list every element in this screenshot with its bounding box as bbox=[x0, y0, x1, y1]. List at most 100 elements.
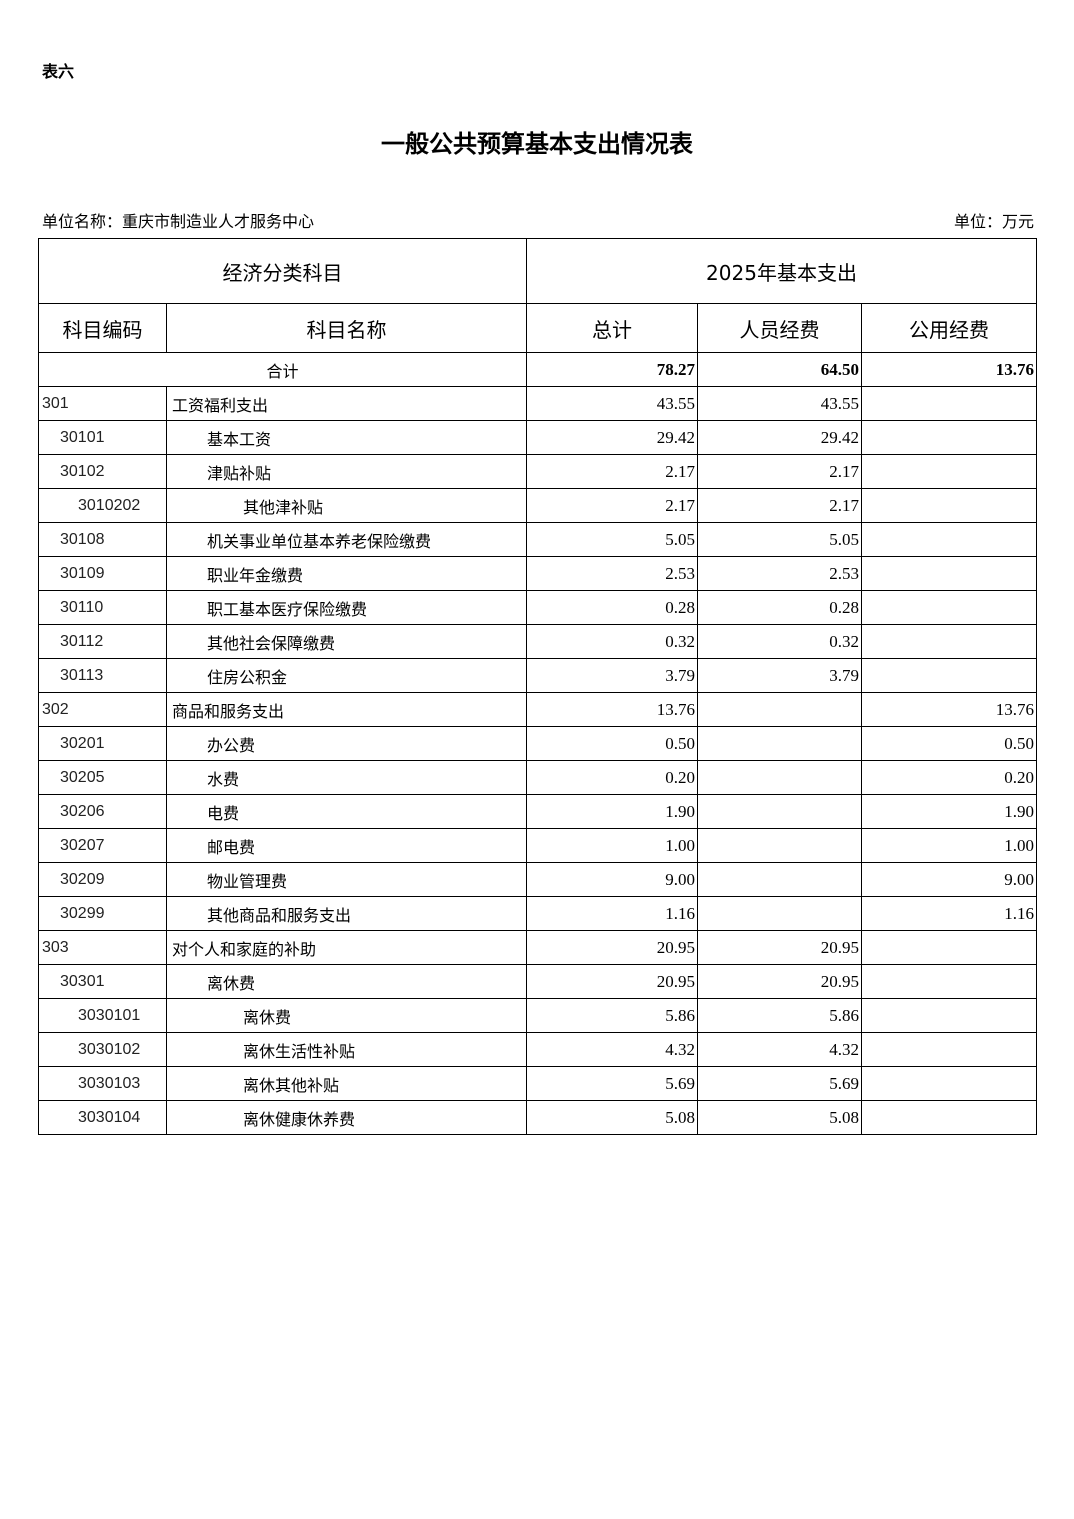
table-row: 3030101 离休费 5.86 5.86 bbox=[38, 998, 1037, 1033]
table-row: 302 商品和服务支出 13.76 13.76 bbox=[38, 692, 1037, 727]
row-code: 3030101 bbox=[38, 998, 167, 1033]
row-personnel: 5.08 bbox=[697, 1100, 862, 1135]
header-personnel: 人员经费 bbox=[697, 303, 862, 353]
row-total: 1.90 bbox=[526, 794, 698, 829]
row-personnel: 43.55 bbox=[697, 386, 862, 421]
row-code: 30207 bbox=[38, 828, 167, 863]
table-row: 30207 邮电费 1.00 1.00 bbox=[38, 828, 1037, 863]
row-name: 其他商品和服务支出 bbox=[166, 896, 527, 931]
row-personnel bbox=[697, 896, 862, 931]
row-name: 其他社会保障缴费 bbox=[166, 624, 527, 659]
row-code: 30206 bbox=[38, 794, 167, 829]
header-name: 科目名称 bbox=[166, 303, 527, 353]
table-row: 30205 水费 0.20 0.20 bbox=[38, 760, 1037, 795]
row-code: 30101 bbox=[38, 420, 167, 455]
row-name: 邮电费 bbox=[166, 828, 527, 863]
total-label: 合计 bbox=[38, 352, 527, 387]
table-row: 303 对个人和家庭的补助 20.95 20.95 bbox=[38, 930, 1037, 965]
row-total: 3.79 bbox=[526, 658, 698, 693]
table-row: 3030104 离休健康休养费 5.08 5.08 bbox=[38, 1100, 1037, 1135]
row-personnel: 2.17 bbox=[697, 454, 862, 489]
row-name: 办公费 bbox=[166, 726, 527, 761]
table-row: 30102 津贴补贴 2.17 2.17 bbox=[38, 454, 1037, 489]
row-public bbox=[861, 1100, 1037, 1135]
row-public bbox=[861, 420, 1037, 455]
header-code: 科目编码 bbox=[38, 303, 167, 353]
row-name: 离休其他补贴 bbox=[166, 1066, 527, 1101]
total-public: 13.76 bbox=[861, 352, 1037, 387]
row-personnel: 4.32 bbox=[697, 1032, 862, 1067]
row-name: 住房公积金 bbox=[166, 658, 527, 693]
row-code: 30109 bbox=[38, 556, 167, 591]
row-total: 5.08 bbox=[526, 1100, 698, 1135]
header-row-1: 经济分类科目 2025年基本支出 bbox=[38, 238, 1037, 304]
row-code: 3030104 bbox=[38, 1100, 167, 1135]
row-personnel: 2.53 bbox=[697, 556, 862, 591]
page-title: 一般公共预算基本支出情况表 bbox=[381, 129, 693, 158]
row-code: 30102 bbox=[38, 454, 167, 489]
row-name: 职业年金缴费 bbox=[166, 556, 527, 591]
table-row: 30209 物业管理费 9.00 9.00 bbox=[38, 862, 1037, 897]
header-total: 总计 bbox=[526, 303, 698, 353]
row-code: 30299 bbox=[38, 896, 167, 931]
row-total: 13.76 bbox=[526, 692, 698, 727]
row-total: 1.16 bbox=[526, 896, 698, 931]
unit-name: 单位名称：重庆市制造业人才服务中心 bbox=[42, 212, 315, 231]
row-personnel: 5.86 bbox=[697, 998, 862, 1033]
row-public: 0.50 bbox=[861, 726, 1037, 761]
row-personnel: 29.42 bbox=[697, 420, 862, 455]
row-code: 3030103 bbox=[38, 1066, 167, 1101]
table-row: 301 工资福利支出 43.55 43.55 bbox=[38, 386, 1037, 421]
unit-label: 单位：万元 bbox=[953, 212, 1034, 231]
row-public bbox=[861, 488, 1037, 523]
row-name: 基本工资 bbox=[166, 420, 527, 455]
table-row: 30201 办公费 0.50 0.50 bbox=[38, 726, 1037, 761]
row-total: 0.28 bbox=[526, 590, 698, 625]
row-total: 2.17 bbox=[526, 488, 698, 523]
row-total: 0.20 bbox=[526, 760, 698, 795]
row-total: 20.95 bbox=[526, 964, 698, 999]
row-public bbox=[861, 590, 1037, 625]
row-public bbox=[861, 658, 1037, 693]
row-name: 商品和服务支出 bbox=[166, 692, 527, 727]
row-code: 3030102 bbox=[38, 1032, 167, 1067]
row-personnel: 5.69 bbox=[697, 1066, 862, 1101]
row-total: 29.42 bbox=[526, 420, 698, 455]
row-name: 离休费 bbox=[166, 998, 527, 1033]
row-code: 3010202 bbox=[38, 488, 167, 523]
row-name: 水费 bbox=[166, 760, 527, 795]
row-personnel: 2.17 bbox=[697, 488, 862, 523]
table-row: 30299 其他商品和服务支出 1.16 1.16 bbox=[38, 896, 1037, 931]
row-public bbox=[861, 556, 1037, 591]
table-row: 30110 职工基本医疗保险缴费 0.28 0.28 bbox=[38, 590, 1037, 625]
row-total: 4.32 bbox=[526, 1032, 698, 1067]
row-code: 302 bbox=[38, 692, 167, 727]
row-name: 离休生活性补贴 bbox=[166, 1032, 527, 1067]
row-public: 13.76 bbox=[861, 692, 1037, 727]
row-personnel bbox=[697, 692, 862, 727]
header-economic-class: 经济分类科目 bbox=[38, 238, 527, 304]
row-public bbox=[861, 522, 1037, 557]
row-name: 离休健康休养费 bbox=[166, 1100, 527, 1135]
table-row: 3030102 离休生活性补贴 4.32 4.32 bbox=[38, 1032, 1037, 1067]
row-code: 30301 bbox=[38, 964, 167, 999]
row-code: 30113 bbox=[38, 658, 167, 693]
row-public bbox=[861, 1032, 1037, 1067]
row-code: 30108 bbox=[38, 522, 167, 557]
row-public bbox=[861, 624, 1037, 659]
row-name: 离休费 bbox=[166, 964, 527, 999]
row-code: 30201 bbox=[38, 726, 167, 761]
row-public bbox=[861, 1066, 1037, 1101]
row-name: 电费 bbox=[166, 794, 527, 829]
row-code: 301 bbox=[38, 386, 167, 421]
row-personnel: 20.95 bbox=[697, 930, 862, 965]
row-personnel bbox=[697, 760, 862, 795]
row-name: 工资福利支出 bbox=[166, 386, 527, 421]
row-public bbox=[861, 998, 1037, 1033]
row-name: 职工基本医疗保险缴费 bbox=[166, 590, 527, 625]
header-row-2: 科目编码 科目名称 总计 人员经费 公用经费 bbox=[38, 303, 1037, 353]
total-personnel: 64.50 bbox=[697, 352, 862, 387]
table-row: 30108 机关事业单位基本养老保险缴费 5.05 5.05 bbox=[38, 522, 1037, 557]
row-total: 0.50 bbox=[526, 726, 698, 761]
